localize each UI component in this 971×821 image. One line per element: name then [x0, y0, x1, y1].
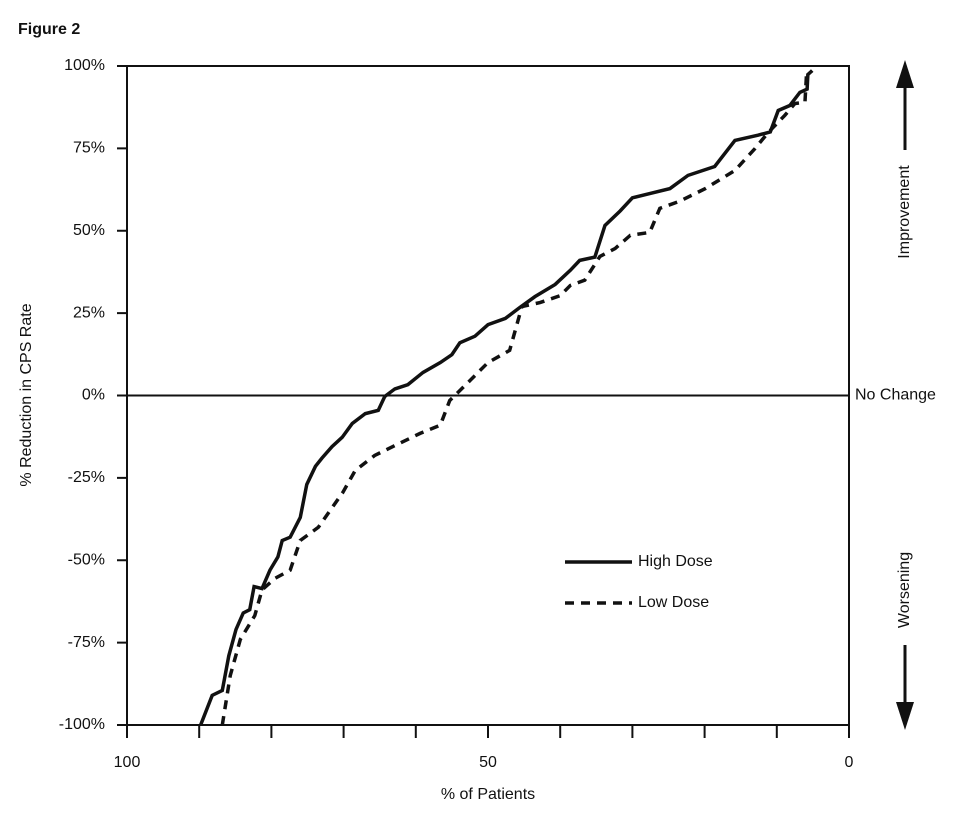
- y-tick-label: -100%: [59, 716, 105, 733]
- y-tick-label: -50%: [68, 551, 105, 568]
- x-tick-label: 50: [479, 754, 497, 771]
- y-tick-label: 25%: [73, 304, 105, 321]
- y-tick-label: 50%: [73, 222, 105, 239]
- legend-label: High Dose: [638, 553, 713, 570]
- y-tick-label: 75%: [73, 140, 105, 157]
- y-tick-label: -75%: [68, 634, 105, 651]
- x-axis-label: % of Patients: [441, 786, 535, 803]
- reference-label: No Change: [855, 387, 936, 404]
- y-tick-label: 100%: [64, 57, 105, 74]
- y-tick-label: -25%: [68, 469, 105, 486]
- improvement-label: Improvement: [896, 165, 913, 259]
- y-axis-label: % Reduction in CPS Rate: [18, 303, 35, 486]
- legend-label: Low Dose: [638, 594, 709, 611]
- up-arrow-head: [896, 60, 914, 88]
- x-tick-label: 100: [114, 754, 141, 771]
- x-tick-label: 0: [845, 754, 854, 771]
- worsening-label: Worsening: [896, 552, 913, 628]
- series-line: [220, 69, 814, 726]
- series-line: [199, 69, 814, 726]
- y-tick-label: 0%: [82, 387, 105, 404]
- figure-label: Figure 2: [18, 21, 80, 38]
- down-arrow-head: [896, 702, 914, 730]
